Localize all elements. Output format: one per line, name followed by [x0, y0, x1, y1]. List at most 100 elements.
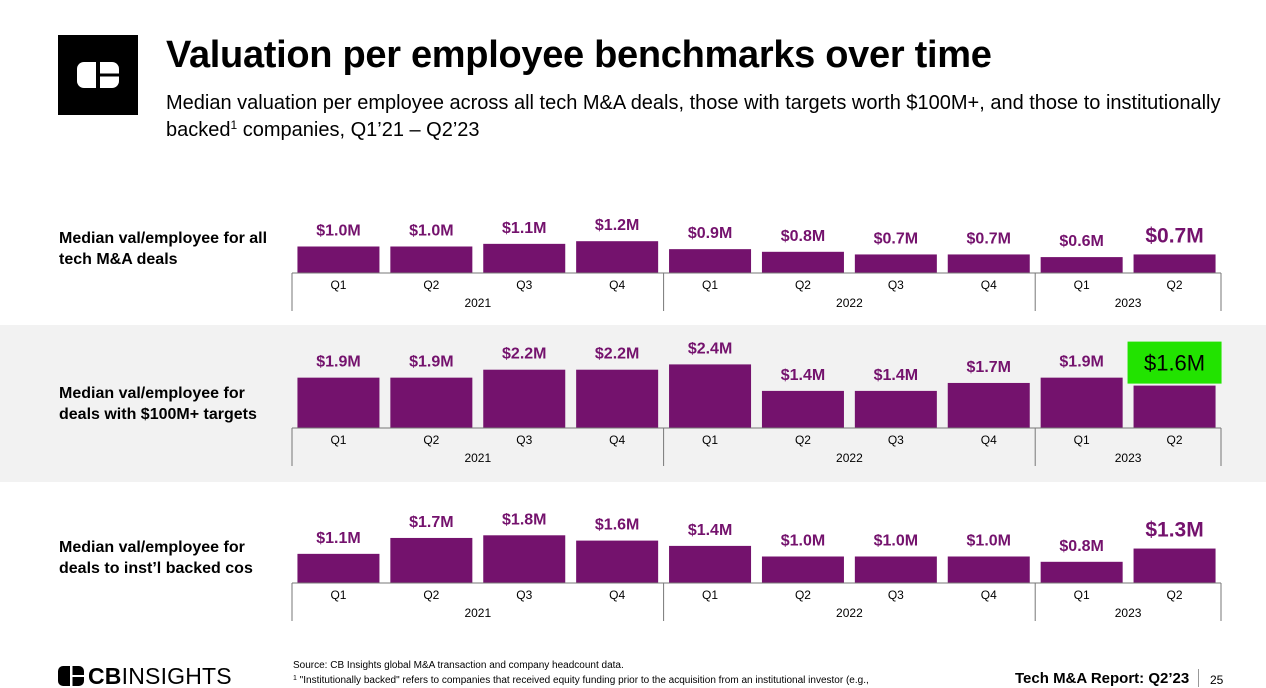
cb-logo [58, 35, 138, 115]
tick-label-4: Q4 [609, 588, 625, 602]
bar-2 [390, 377, 473, 428]
bar-7 [854, 556, 937, 583]
tick-label-10: Q2 [1167, 588, 1183, 602]
row-label-all-deals: Median val/employee for all tech M&A dea… [59, 230, 268, 268]
tick-label-5: Q1 [702, 588, 718, 602]
data-label-4: $2.2M [595, 346, 639, 363]
footer-divider [1198, 669, 1199, 687]
data-label-9: $0.6M [1059, 233, 1103, 250]
bar-1 [297, 377, 380, 428]
source-note: Source: CB Insights global M&A transacti… [293, 658, 983, 688]
tick-label-1: Q1 [330, 433, 346, 447]
data-label-9: $1.9M [1059, 354, 1103, 371]
tick-label-10: Q2 [1167, 433, 1183, 447]
year-label-2: 2022 [836, 606, 863, 620]
row-label-backed-deals: Median val/employee for deals to inst’l … [59, 539, 253, 577]
bar-9 [1040, 257, 1123, 273]
tick-label-3: Q3 [516, 278, 532, 292]
footnote-line: 1 "Institutionally backed" refers to com… [293, 673, 983, 688]
page-subtitle: Median valuation per employee across all… [166, 90, 1261, 144]
bar-3 [483, 369, 566, 428]
tick-label-2: Q2 [423, 433, 439, 447]
data-label-10: $1.6M [1144, 351, 1205, 376]
bar-10 [1133, 548, 1216, 583]
tick-label-6: Q2 [795, 588, 811, 602]
tick-label-10: Q2 [1167, 278, 1183, 292]
data-label-4: $1.2M [595, 217, 639, 234]
brand-wordmark: CBINSIGHTS [88, 664, 232, 688]
brand-bold: CB [88, 663, 122, 688]
tick-label-1: Q1 [330, 588, 346, 602]
bar-4 [576, 369, 659, 428]
source-line: Source: CB Insights global M&A transacti… [293, 660, 624, 671]
data-label-3: $2.2M [502, 346, 546, 363]
data-label-5: $1.4M [688, 522, 732, 539]
bar-10 [1133, 254, 1216, 273]
year-label-1: 2021 [464, 451, 491, 465]
bar-2 [390, 537, 473, 583]
bar-5 [669, 364, 752, 428]
data-label-5: $2.4M [688, 340, 732, 357]
bar-8 [947, 254, 1030, 273]
cb-logo-icon [58, 666, 84, 686]
bar-2 [390, 246, 473, 273]
tick-label-8: Q4 [981, 278, 997, 292]
bar-4 [576, 540, 659, 583]
data-label-1: $1.9M [316, 354, 360, 371]
bar-chart-backed-deals: $1.1M Q1 $1.7M Q2 $1.8M Q3 $1.6M Q4 $1.4M Q1 $1.0M… [291, 511, 1222, 621]
data-label-1: $1.1M [316, 530, 360, 547]
tick-label-3: Q3 [516, 433, 532, 447]
bar-1 [297, 553, 380, 583]
tick-label-7: Q3 [888, 433, 904, 447]
tick-label-7: Q3 [888, 278, 904, 292]
bar-6 [761, 556, 844, 583]
bar-5 [669, 249, 752, 273]
bar-10 [1133, 385, 1216, 428]
data-label-2: $1.0M [409, 223, 453, 240]
bar-9 [1040, 377, 1123, 428]
tick-label-5: Q1 [702, 278, 718, 292]
data-label-6: $1.4M [781, 367, 825, 384]
bar-1 [297, 246, 380, 273]
data-label-8: $1.0M [967, 533, 1011, 550]
bar-9 [1040, 561, 1123, 583]
bar-5 [669, 545, 752, 583]
tick-label-8: Q4 [981, 433, 997, 447]
tick-label-6: Q2 [795, 433, 811, 447]
tick-label-6: Q2 [795, 278, 811, 292]
data-label-6: $1.0M [781, 533, 825, 550]
tick-label-9: Q1 [1074, 588, 1090, 602]
tick-label-9: Q1 [1074, 278, 1090, 292]
tick-label-1: Q1 [330, 278, 346, 292]
data-label-2: $1.9M [409, 354, 453, 371]
tick-label-8: Q4 [981, 588, 997, 602]
data-label-7: $0.7M [874, 230, 918, 247]
data-label-10: $1.3M [1145, 519, 1203, 542]
page-number: 25 [1210, 673, 1224, 687]
brand-rest: INSIGHTS [121, 663, 232, 688]
page-title: Valuation per employee benchmarks over t… [166, 34, 992, 76]
tick-label-2: Q2 [423, 588, 439, 602]
bar-3 [483, 243, 566, 273]
bar-4 [576, 241, 659, 273]
bar-7 [854, 254, 937, 273]
year-label-3: 2023 [1115, 606, 1142, 620]
year-label-2: 2022 [836, 296, 863, 310]
bar-7 [854, 390, 937, 428]
tick-label-7: Q3 [888, 588, 904, 602]
highlight-marker [1127, 341, 1222, 384]
data-label-3: $1.1M [502, 220, 546, 237]
data-label-7: $1.0M [874, 533, 918, 550]
subtitle-end: companies, Q1’21 – Q2’23 [237, 119, 480, 141]
data-label-8: $0.7M [967, 230, 1011, 247]
report-title: Tech M&A Report: Q2’23 [1015, 670, 1190, 687]
bar-8 [947, 556, 1030, 583]
tick-label-5: Q1 [702, 433, 718, 447]
data-label-3: $1.8M [502, 511, 546, 528]
tick-label-4: Q4 [609, 278, 625, 292]
tick-label-2: Q2 [423, 278, 439, 292]
footnote-marker: 1 [293, 675, 297, 682]
year-label-3: 2023 [1115, 451, 1142, 465]
subtitle-main: Median valuation per employee across all… [166, 92, 1221, 141]
data-label-8: $1.7M [967, 359, 1011, 376]
